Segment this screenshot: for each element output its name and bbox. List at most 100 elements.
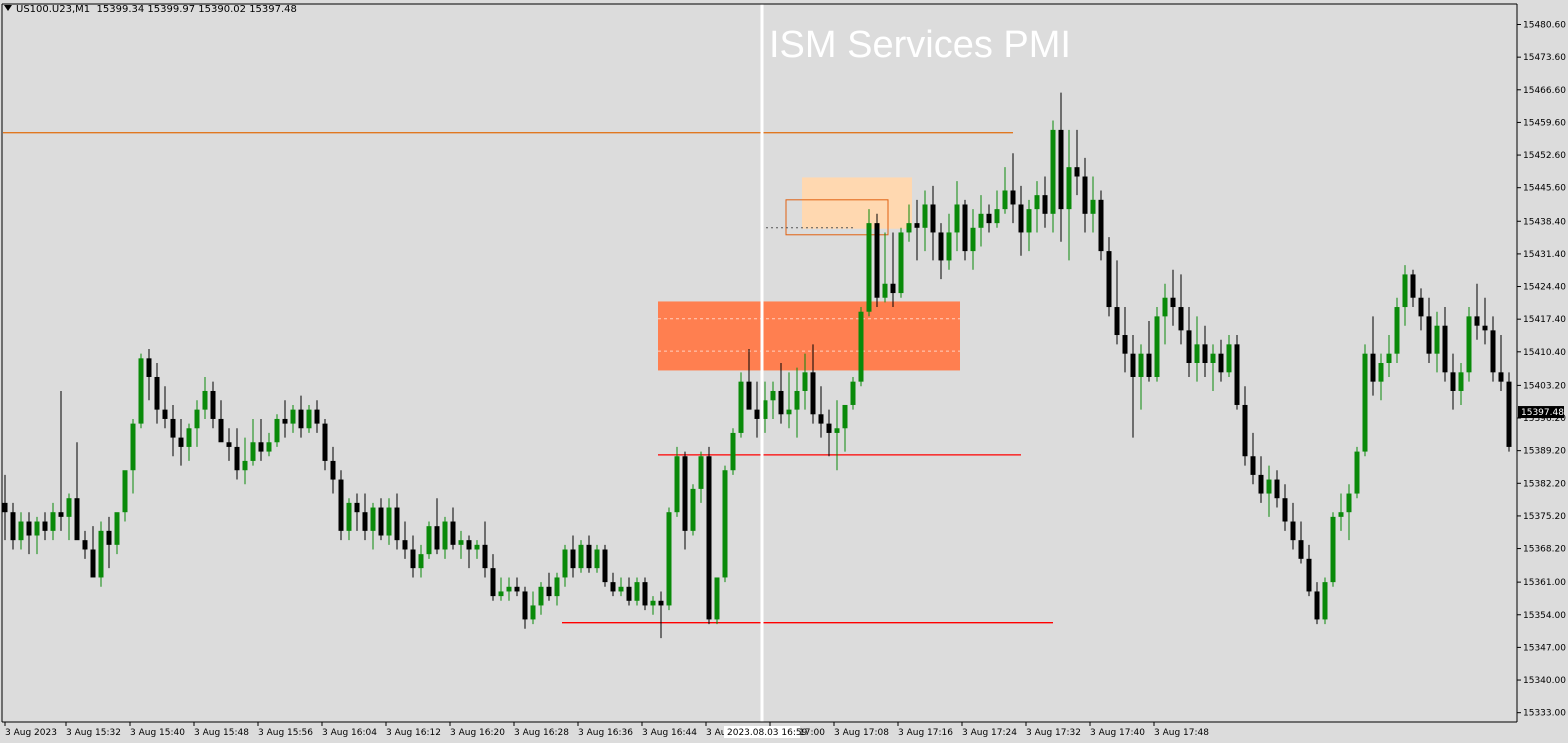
bear-candle: [1450, 372, 1456, 391]
bull-candle: [1458, 372, 1464, 391]
bull-candle: [346, 502, 352, 531]
price-tick-label: 15347.00: [1523, 643, 1566, 653]
bull-candle: [762, 400, 768, 419]
time-tick-label: 3 Aug 17:32: [1026, 728, 1081, 738]
bear-candle: [706, 456, 712, 620]
bull-candle: [554, 577, 560, 597]
bear-candle: [354, 502, 360, 513]
time-tick-label: 3 Aug 16:28: [514, 728, 569, 738]
bear-candle: [410, 549, 416, 569]
bull-candle: [194, 409, 200, 429]
bear-candle: [226, 442, 232, 447]
bull-candle: [1362, 353, 1368, 452]
bull-candle: [458, 540, 464, 545]
bull-candle: [922, 204, 928, 228]
bull-candle: [786, 409, 792, 415]
bull-candle: [1210, 353, 1216, 363]
bear-candle: [1314, 591, 1320, 620]
bull-candle: [266, 442, 272, 452]
bull-candle: [994, 209, 1000, 224]
bull-candle: [138, 358, 144, 424]
symbol-label: US100.U23,M1: [16, 4, 91, 15]
bull-candle: [770, 390, 776, 401]
bear-candle: [1074, 167, 1080, 177]
price-tick-label: 15396.20: [1523, 414, 1566, 424]
bull-candle: [1466, 316, 1472, 373]
price-tick-label: 15340.00: [1523, 676, 1566, 686]
event-time-label: 2023.08.03 16:59: [727, 728, 808, 738]
order-block-outline: [785, 199, 889, 236]
bull-candle: [1162, 297, 1168, 317]
bear-candle: [938, 232, 944, 261]
bear-candle: [818, 414, 824, 424]
time-tick-label: 3 Aug 15:48: [194, 728, 249, 738]
bull-candle: [34, 521, 40, 536]
bull-candle: [834, 428, 840, 433]
time-axis: 3 Aug 2023 3 Aug 15:32 3 Aug 15:40 3 Aug 15…: [4, 722, 1209, 738]
bear-candle: [10, 512, 16, 541]
bear-candle: [210, 390, 216, 419]
bull-candle: [1338, 512, 1344, 517]
bull-candle: [1434, 325, 1440, 354]
bear-candle: [258, 442, 264, 452]
time-tick-label: 3 Aug 15:32: [66, 728, 121, 738]
bull-candle: [906, 223, 912, 233]
price-tick-label: 15459.60: [1523, 118, 1566, 128]
bear-candle: [314, 409, 320, 424]
bull-candle: [1090, 199, 1096, 214]
price-tick-label: 15382.20: [1523, 479, 1566, 489]
time-tick-label: 3 Aug 16:20: [450, 728, 505, 738]
bear-candle: [1146, 353, 1152, 377]
bear-candle: [434, 526, 440, 550]
bear-candle: [1098, 199, 1104, 252]
chart-header: US100.U23,M1 15399.34 15399.97 15390.02 …: [4, 4, 297, 15]
bear-candle: [1106, 251, 1112, 308]
bear-candle: [1170, 297, 1176, 308]
bull-candle: [1402, 274, 1408, 308]
bull-candle: [946, 232, 952, 261]
bear-candle: [610, 582, 616, 592]
time-tick-label: 3 Aug 17:40: [1090, 728, 1145, 738]
bull-candle: [1226, 344, 1232, 373]
bear-candle: [106, 530, 112, 545]
price-tick-label: 15466.60: [1523, 86, 1566, 96]
price-tick-label: 15452.60: [1523, 151, 1566, 161]
time-tick-label: 3 Aug 16:04: [322, 728, 377, 738]
chevron-down-icon[interactable]: [4, 5, 12, 11]
price-tick-label: 15480.60: [1523, 21, 1566, 31]
bull-candle: [498, 591, 504, 597]
bear-candle: [282, 418, 288, 424]
price-tick-label: 15424.40: [1523, 283, 1566, 293]
bear-candle: [394, 507, 400, 541]
bear-candle: [450, 521, 456, 545]
bear-candle: [330, 460, 336, 480]
bear-candle: [1042, 195, 1048, 214]
bear-candle: [178, 437, 184, 447]
bull-candle: [202, 390, 208, 410]
bear-candle: [42, 521, 48, 531]
bull-candle: [538, 586, 544, 606]
bear-candle: [402, 540, 408, 550]
bear-candle: [1130, 353, 1136, 377]
time-tick-label: 3 Aug 16:36: [578, 728, 633, 738]
bear-candle: [586, 544, 592, 569]
bull-candle: [1322, 582, 1328, 620]
supply-zone: [658, 301, 960, 371]
bear-candle: [218, 418, 224, 443]
bear-candle: [74, 498, 80, 541]
bear-candle: [546, 586, 552, 597]
bear-candle: [1018, 204, 1024, 233]
price-tick-label: 15403.20: [1523, 381, 1566, 391]
bear-candle: [658, 600, 664, 606]
bear-candle: [778, 390, 784, 415]
bear-candle: [826, 423, 832, 433]
time-tick-label: 3 Aug 15:56: [258, 728, 313, 738]
bull-candle: [1154, 316, 1160, 377]
price-tick-label: 15333.00: [1523, 709, 1566, 719]
price-tick-label: 15410.40: [1523, 348, 1566, 358]
bull-candle: [1386, 353, 1392, 363]
time-tick-label: 3 Aug 16:12: [386, 728, 441, 738]
bear-candle: [1218, 353, 1224, 373]
